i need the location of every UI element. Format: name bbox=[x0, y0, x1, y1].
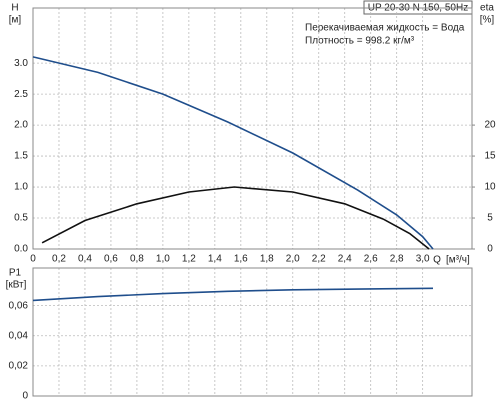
y-tick-label: 3.0 bbox=[14, 58, 28, 69]
x-tick-label: 1,8 bbox=[260, 254, 274, 265]
y-tick-label: 0,02 bbox=[9, 361, 29, 372]
x-tick-label: 2,6 bbox=[364, 254, 378, 265]
y-tick-label: 2.0 bbox=[14, 120, 28, 131]
x-tick-label: 1,6 bbox=[234, 254, 248, 265]
annotation: Плотность = 998.2 кг/м³ bbox=[305, 36, 415, 47]
x-axis-label: Q bbox=[433, 255, 441, 266]
x-tick-label: 0,8 bbox=[130, 254, 144, 265]
x-tick-label: 1,4 bbox=[208, 254, 222, 265]
x-tick-label: 3,0 bbox=[416, 254, 430, 265]
plot-frame bbox=[32, 7, 473, 250]
y-tick-label: 2.5 bbox=[14, 89, 28, 100]
x-tick-label: 2,4 bbox=[338, 254, 352, 265]
x-tick-label: 0 bbox=[30, 254, 36, 265]
plot-frame bbox=[32, 267, 473, 397]
x-tick-label: 2,8 bbox=[390, 254, 404, 265]
x-tick-label: 1,2 bbox=[182, 254, 196, 265]
y-tick-label: 1.5 bbox=[14, 151, 28, 162]
y-tick-label: 0.0 bbox=[14, 244, 28, 255]
x-tick-label: 0,2 bbox=[52, 254, 66, 265]
y-tick-label: 1.0 bbox=[14, 182, 28, 193]
series-line bbox=[41, 186, 430, 250]
annotation: Перекачиваемая жидкость = Вода bbox=[305, 23, 465, 34]
x-tick-label: 1,0 bbox=[156, 254, 170, 265]
y-tick-label: 0.5 bbox=[14, 213, 28, 224]
y-axis-unit: [кВт] bbox=[6, 280, 27, 291]
y-tick-label: 0,06 bbox=[9, 300, 29, 311]
series-line bbox=[32, 287, 434, 302]
y-axis-label: P1 bbox=[9, 268, 22, 279]
x-axis-unit: [м³/ч] bbox=[446, 255, 470, 266]
x-tick-label: 2,2 bbox=[312, 254, 326, 265]
y-axis-label: H bbox=[11, 3, 18, 14]
y2-tick-label: 5 bbox=[487, 213, 493, 224]
y2-tick-label: 20 bbox=[484, 120, 496, 131]
x-tick-label: 2,0 bbox=[286, 254, 300, 265]
y2-axis-unit: [%] bbox=[480, 15, 495, 26]
y-axis-unit: [м] bbox=[9, 15, 22, 26]
y-tick-label: 0,04 bbox=[9, 330, 29, 341]
y2-tick-label: 10 bbox=[484, 182, 496, 193]
x-tick-label: 0,4 bbox=[78, 254, 92, 265]
y2-tick-label: 15 bbox=[484, 151, 496, 162]
x-tick-label: 0,6 bbox=[104, 254, 118, 265]
y2-axis-label: eta bbox=[480, 3, 494, 14]
series-line bbox=[32, 56, 434, 250]
y-tick-label: 0 bbox=[22, 391, 28, 400]
y2-tick-label: 0 bbox=[487, 244, 493, 255]
